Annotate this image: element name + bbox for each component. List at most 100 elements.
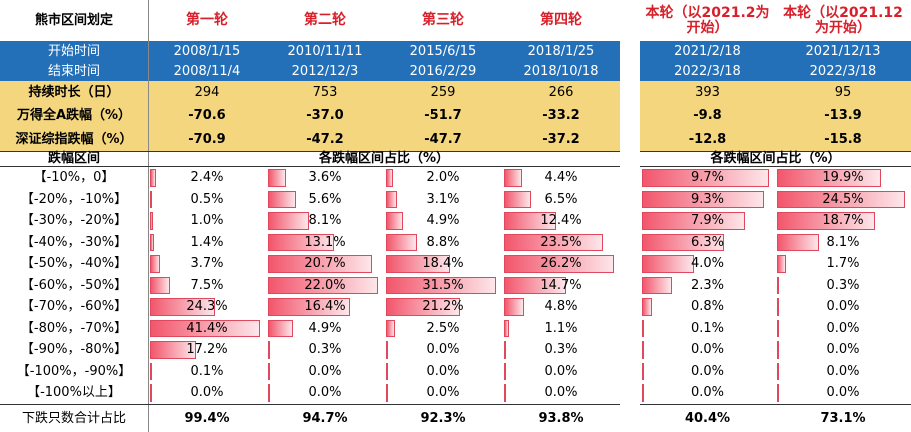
- data-bar: [642, 255, 695, 273]
- total-cell: 40.4%: [684, 411, 731, 426]
- dist-cell: 2.4%: [190, 170, 224, 186]
- data-bar: [268, 212, 309, 230]
- current-header: 本轮（以2021.12为开始）: [783, 4, 903, 36]
- dist-cell: 8.8%: [426, 234, 460, 250]
- divider: [640, 166, 911, 167]
- date-cell: 2021/12/13: [805, 43, 881, 59]
- yellow-band: [640, 81, 911, 151]
- row-label: 下跌只数合计占比: [21, 411, 126, 426]
- dist-cell: 0.3%: [544, 342, 578, 358]
- data-bar: [504, 190, 532, 208]
- row-label: 【-100%以上】: [27, 385, 121, 401]
- round-header: 第三轮: [422, 12, 464, 28]
- data-bar: [642, 233, 725, 251]
- data-bar: [642, 212, 746, 230]
- data-bar: [504, 233, 603, 251]
- dist-cell: 26.2%: [540, 256, 582, 272]
- dist-cell: 1.1%: [544, 320, 578, 336]
- data-bar: [150, 362, 152, 380]
- data-bar: [777, 212, 875, 230]
- dist-cell: 16.4%: [304, 299, 346, 315]
- data-bar: [777, 276, 779, 294]
- divider: [0, 151, 620, 152]
- dist-cell: 0.0%: [426, 385, 460, 401]
- round-header: 第一轮: [186, 12, 228, 28]
- dist-cell: 0.0%: [826, 342, 860, 358]
- data-bar: [150, 341, 196, 359]
- round-header: 第四轮: [540, 12, 582, 28]
- data-bar: [642, 319, 644, 337]
- yellow-band: [0, 81, 620, 151]
- blue-band: [0, 41, 620, 81]
- data-bar: [642, 341, 644, 359]
- stat-cell: -70.9: [188, 131, 226, 147]
- data-bar: [268, 276, 378, 294]
- stat-cell: 753: [312, 85, 338, 100]
- dist-cell: 9.7%: [690, 170, 725, 186]
- dist-cell: 0.5%: [190, 191, 224, 207]
- date-cell: 2010/11/11: [287, 43, 363, 59]
- stat-cell: 266: [548, 85, 574, 100]
- row-label: 深证综指跌幅（%）: [15, 131, 133, 147]
- data-bar: [777, 233, 820, 251]
- dist-cell: 6.3%: [690, 234, 725, 250]
- data-bar: [777, 362, 779, 380]
- stat-cell: -13.9: [824, 108, 862, 124]
- total-cell: 73.1%: [820, 411, 866, 426]
- row-label: 【-100%，-90%】: [16, 363, 132, 379]
- dist-cell: 18.7%: [822, 213, 864, 229]
- dist-cell: 4.9%: [426, 213, 460, 229]
- dist-cell: 4.8%: [544, 299, 578, 315]
- data-bar: [386, 233, 417, 251]
- dist-cell: 4.0%: [690, 256, 725, 272]
- data-bar: [504, 362, 506, 380]
- date-cell: 2012/12/3: [291, 63, 359, 79]
- data-bar: [150, 190, 152, 208]
- data-bar: [504, 341, 506, 359]
- data-bar: [504, 212, 557, 230]
- data-bar: [504, 255, 614, 273]
- dist-cell: 20.7%: [304, 256, 346, 272]
- total-cell: 93.8%: [538, 411, 584, 426]
- stat-cell: 95: [834, 85, 852, 100]
- data-bar: [386, 276, 496, 294]
- dist-cell: 14.7%: [540, 277, 582, 293]
- date-cell: 2008/11/4: [173, 63, 241, 79]
- data-bar: [777, 255, 786, 273]
- dist-cell: 0.3%: [826, 277, 860, 293]
- dist-cell: 0.0%: [308, 363, 342, 379]
- round-header: 第二轮: [304, 12, 346, 28]
- data-bar: [268, 233, 334, 251]
- row-label: 万得全A跌幅（%）: [16, 108, 132, 124]
- dist-cell: 9.3%: [690, 191, 725, 207]
- data-bar: [777, 341, 779, 359]
- dist-cell: 21.2%: [422, 299, 464, 315]
- date-cell: 2022/3/18: [809, 63, 877, 79]
- dist-cell: 0.3%: [308, 342, 342, 358]
- data-bar: [504, 384, 506, 402]
- row-label: 【-30%，-20%】: [20, 213, 128, 229]
- dist-cell: 0.1%: [690, 320, 725, 336]
- stat-cell: -70.6: [188, 108, 226, 124]
- data-bar: [386, 190, 397, 208]
- dist-cell: 1.4%: [190, 234, 224, 250]
- dist-cell: 31.5%: [422, 277, 464, 293]
- dist-cell: 23.5%: [540, 234, 582, 250]
- stat-cell: -37.2: [542, 131, 580, 147]
- data-bar: [642, 384, 644, 402]
- row-label: 【-90%，-80%】: [20, 342, 128, 358]
- dist-cell: 41.4%: [186, 320, 228, 336]
- dist-cell: 0.1%: [190, 363, 224, 379]
- row-label: 【-10%，0】: [33, 170, 115, 186]
- row-label: 【-70%，-60%】: [20, 299, 128, 315]
- dist-cell: 7.5%: [190, 277, 224, 293]
- dist-cell: 18.4%: [422, 256, 464, 272]
- data-bar: [504, 319, 509, 337]
- date-cell: 2022/3/18: [674, 63, 741, 79]
- dist-cell: 3.1%: [426, 191, 460, 207]
- dist-cell: 12.4%: [540, 213, 582, 229]
- divider: [640, 151, 911, 152]
- stat-cell: 259: [430, 85, 456, 100]
- dist-cell: 2.5%: [426, 320, 460, 336]
- dist-cell: 5.6%: [308, 191, 342, 207]
